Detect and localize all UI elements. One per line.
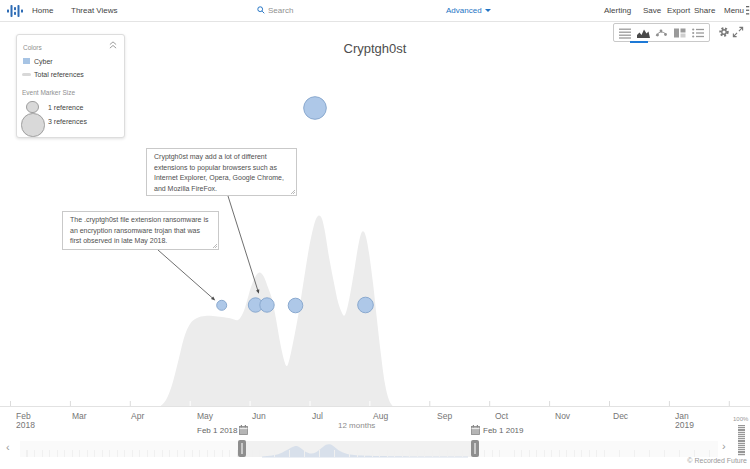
slider-ticks: [20, 450, 718, 457]
slider-arrow-left[interactable]: ‹: [6, 441, 10, 453]
slider-start-label: Feb 1 2018: [197, 426, 237, 435]
slider-arrow-right[interactable]: ›: [722, 440, 726, 452]
slider-sparkline: [0, 0, 750, 469]
calendar-icon[interactable]: [239, 425, 248, 435]
slider-handle-end[interactable]: [471, 440, 479, 457]
zoom-scale-indicator[interactable]: [738, 425, 745, 456]
slider-range-label: 12 months: [338, 421, 375, 430]
calendar-icon[interactable]: [471, 425, 480, 435]
zoom-level-label: 100%: [733, 416, 748, 422]
slider-end-label: Feb 1 2019: [483, 426, 523, 435]
copyright-notice: © Recorded Future: [687, 457, 747, 464]
slider-handle-start[interactable]: [238, 440, 246, 457]
